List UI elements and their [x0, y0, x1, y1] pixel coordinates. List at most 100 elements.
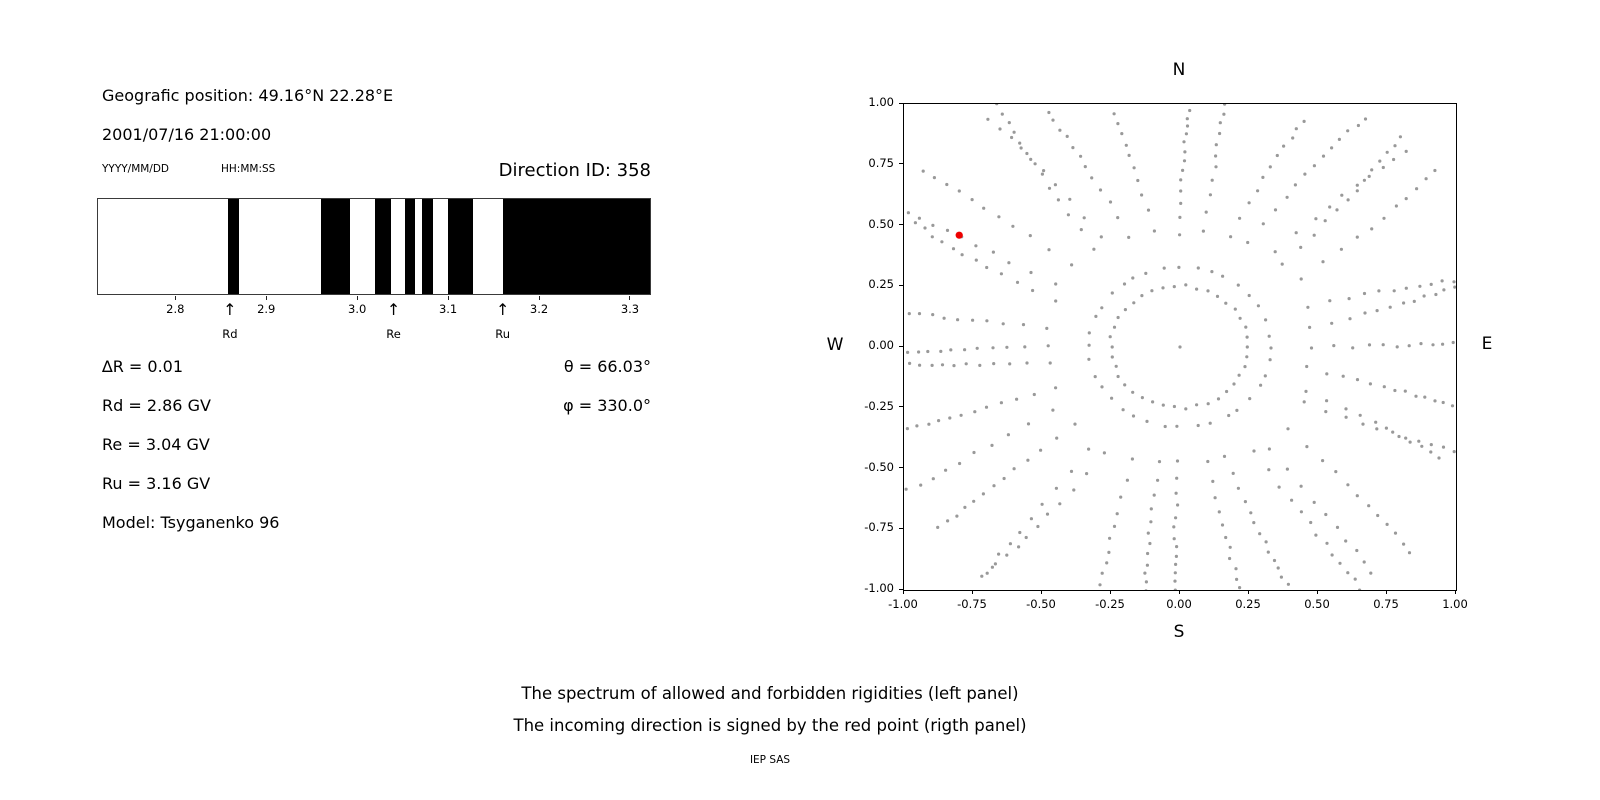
x-tick-mark	[902, 590, 904, 594]
direction-dot	[915, 424, 919, 428]
direction-dot	[1029, 270, 1033, 275]
caption-credit: IEP SAS	[749, 754, 791, 766]
marker-label: Rd	[222, 327, 238, 341]
direction-dot	[1235, 577, 1239, 581]
direction-dot	[1393, 144, 1397, 148]
direction-dot	[975, 346, 979, 350]
direction-dot	[1122, 282, 1127, 286]
x-tick-mark	[1385, 590, 1387, 594]
direction-dot	[1146, 208, 1151, 212]
direction-dot	[1008, 362, 1012, 366]
date-format-label: YYYY/MM/DD	[102, 163, 170, 175]
direction-dot	[1385, 150, 1389, 154]
direction-dot	[1267, 447, 1271, 451]
direction-dot	[1008, 542, 1012, 546]
direction-dot	[1184, 283, 1188, 287]
direction-dot	[1149, 507, 1153, 511]
marker-label: Re	[386, 327, 401, 341]
direction-map-y-axis: 1.00 0.75 0.50 0.25 0.00 -0.25 -0.50 -0.75 -1.00	[833, 95, 903, 595]
direction-dot	[1279, 575, 1283, 579]
forbidden-band	[502, 199, 650, 294]
direction-dot	[1237, 373, 1241, 377]
direction-dot	[1381, 165, 1385, 170]
direction-dot	[1218, 121, 1222, 125]
direction-dot	[971, 318, 975, 322]
direction-dot	[1029, 517, 1033, 521]
direction-dot	[1452, 450, 1456, 454]
direction-dot	[1232, 382, 1236, 386]
direction-dot	[1026, 458, 1030, 462]
direction-dot	[1116, 122, 1120, 126]
direction-dot	[1211, 479, 1215, 483]
direction-dot	[993, 562, 997, 566]
direction-dot	[1047, 110, 1051, 115]
direction-dot	[1276, 566, 1280, 570]
direction-dot	[1083, 165, 1087, 169]
direction-dot	[1058, 502, 1062, 506]
direction-dot	[1312, 233, 1316, 237]
direction-dot	[1335, 208, 1339, 212]
direction-dot	[1012, 130, 1016, 134]
direction-id-label: Direction ID: 358	[498, 160, 651, 181]
x-tick-label: 0.00	[1166, 597, 1192, 611]
direction-dot	[982, 206, 986, 210]
direction-dot	[1267, 334, 1271, 338]
direction-dot	[1073, 422, 1077, 426]
direction-dot	[1208, 193, 1212, 197]
direction-dot	[1221, 274, 1225, 278]
direction-dot	[1382, 385, 1386, 389]
x-tick-label: 2.8	[166, 302, 185, 316]
direction-dot	[1374, 420, 1378, 424]
forbidden-band	[448, 199, 473, 294]
direction-dot	[970, 198, 974, 202]
direction-dot	[1110, 345, 1114, 349]
direction-dot	[1051, 408, 1055, 412]
direction-dot	[905, 427, 909, 431]
direction-dot	[992, 484, 996, 488]
direction-dot	[1127, 235, 1131, 239]
y-tick-mark	[899, 588, 903, 590]
direction-dot	[1321, 459, 1325, 463]
direction-dot	[1215, 294, 1220, 298]
direction-dot	[1404, 149, 1408, 153]
direction-dot	[1157, 460, 1162, 464]
direction-dot	[1356, 123, 1360, 128]
x-tick-label: 2.9	[257, 302, 276, 316]
direction-dot	[1223, 102, 1227, 106]
direction-dot	[1286, 427, 1290, 431]
direction-dot	[939, 349, 943, 353]
direction-dot	[1362, 291, 1367, 296]
direction-dot	[1293, 183, 1297, 187]
direction-dot	[1149, 520, 1153, 524]
direction-dot	[1277, 485, 1281, 489]
x-tick-mark	[1109, 590, 1111, 594]
direction-dot	[1092, 247, 1096, 251]
direction-dot	[1183, 150, 1187, 154]
direction-dot	[1245, 345, 1249, 349]
y-tick-mark	[899, 284, 903, 286]
direction-dot	[1290, 498, 1294, 502]
direction-dot	[1146, 531, 1150, 535]
direction-dot	[1051, 118, 1055, 122]
direction-dot	[1370, 168, 1374, 172]
direction-dot	[1299, 484, 1303, 488]
direction-dot	[1433, 399, 1437, 403]
direction-map-plot	[903, 102, 1457, 593]
x-tick-mark	[265, 296, 267, 300]
direction-dot	[1100, 571, 1104, 575]
direction-dot	[1384, 426, 1388, 430]
direction-dot	[1214, 165, 1218, 169]
direction-dot	[1018, 141, 1022, 145]
direction-dot	[1261, 222, 1265, 226]
direction-dot	[1259, 383, 1263, 387]
direction-dot	[1414, 394, 1418, 398]
forbidden-band	[404, 199, 415, 294]
direction-dot	[1218, 131, 1222, 136]
ru-value: Ru = 3.16 GV	[102, 474, 211, 493]
direction-dot	[1417, 439, 1421, 443]
direction-dot	[1252, 521, 1256, 525]
forbidden-band	[320, 199, 350, 294]
direction-dot	[1229, 235, 1233, 239]
time-format-label: HH:MM:SS	[221, 163, 276, 175]
direction-dot	[1222, 454, 1227, 458]
